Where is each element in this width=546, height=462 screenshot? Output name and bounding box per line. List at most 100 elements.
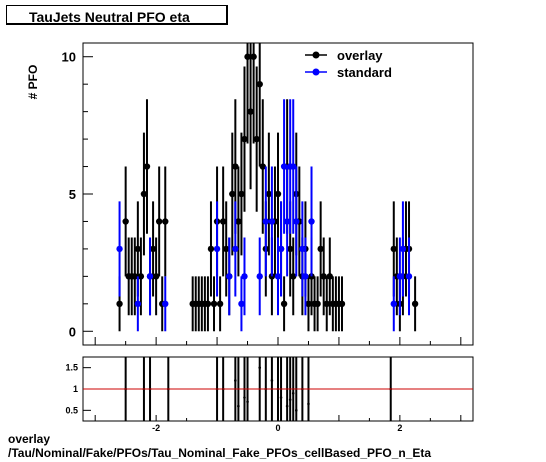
data-point [241,135,248,143]
data-point [235,218,242,225]
y-axis-label: # PFO [26,65,40,100]
data-point [131,273,138,280]
data-point [213,245,221,253]
data-point [277,245,285,253]
data-point [238,190,245,198]
data-point [204,300,212,308]
legend: overlay standard [305,48,392,80]
data-point [280,300,288,308]
ratio-x-tick-label: 2 [397,423,402,433]
ratio-y-tick-label: 1.5 [65,363,78,373]
data-point [207,245,215,253]
data-point [317,245,324,253]
y-tick-label: 5 [69,187,76,202]
data-point [314,300,321,308]
data-point [274,273,282,280]
ratio-point [258,366,262,369]
data-point [238,300,245,308]
data-point [140,190,148,198]
data-point [229,190,236,198]
data-point [241,273,248,280]
data-point [232,163,239,170]
ratio-point [270,379,274,382]
data-point [152,273,160,280]
data-point [308,218,315,225]
ratio-point [285,404,289,408]
data-point [247,108,254,115]
data-point [256,273,263,280]
data-point [293,218,300,225]
data-point [338,300,346,308]
data-point [219,218,227,225]
ratio-x-tick-label: 0 [275,423,280,433]
data-point [320,273,327,280]
data-point [134,245,142,253]
data-point [299,245,306,253]
data-point [116,245,123,253]
legend-marker [312,51,320,59]
data-point [259,163,266,170]
data-point [256,80,263,88]
ratio-point [243,396,246,399]
caption-line-2: /Tau/Nominal/Fake/PFOs/Tau_Nominal_Fake_… [8,446,432,460]
data-point [265,190,273,198]
legend-marker [312,68,320,76]
data-point [405,273,413,280]
chart-title: TauJets Neutral PFO eta [29,9,190,25]
ratio-point [288,398,292,401]
data-point [268,218,276,225]
data-point [399,245,407,253]
series-overlay [116,43,419,332]
data-point [122,218,129,225]
data-point [290,163,297,170]
data-point [396,273,404,280]
data-point [149,245,157,253]
main-x-axis [94,337,462,345]
caption-line-1: overlay [8,432,51,446]
data-point [134,300,142,308]
data-point [411,300,419,308]
ratio-series-group [83,357,473,421]
ratio-point [294,409,298,412]
data-point [283,218,291,225]
ratio-point [291,391,295,395]
data-point [216,300,224,308]
ratio-point [237,404,240,408]
y-tick-label: 10 [62,50,76,65]
data-point [326,273,333,280]
ratio-point [246,400,249,404]
data-point [146,273,154,280]
data-point [290,273,297,280]
data-point [274,190,282,198]
data-point [244,53,251,60]
chart-title-box: TauJets Neutral PFO eta [6,5,228,25]
legend-label-overlay: overlay [337,48,383,63]
data-point [250,53,257,60]
data-point [305,300,312,308]
main-y-axis: 0 5 10 [62,50,93,339]
plot-caption: overlay /Tau/Nominal/Fake/PFOs/Tau_Nomin… [8,432,431,460]
data-point [137,273,145,280]
series-standard [116,99,413,332]
ratio-point [234,379,237,382]
main-series-group [116,43,419,332]
legend-label-standard: standard [337,65,392,80]
ratio-point [307,402,310,406]
data-point [155,218,163,225]
data-point [390,245,397,253]
ratio-y-tick-label: 0.5 [65,405,78,415]
data-point [286,245,294,253]
data-point [162,218,169,225]
data-point [253,135,260,143]
ratio-y-tick-label: 1 [73,384,78,394]
data-point [223,245,230,253]
data-point [232,245,239,253]
y-tick-label: 0 [69,324,76,339]
data-point [210,300,218,308]
data-point [262,218,270,225]
data-point [280,163,288,170]
data-point [226,273,233,280]
data-point [302,273,309,280]
data-point [390,300,397,308]
